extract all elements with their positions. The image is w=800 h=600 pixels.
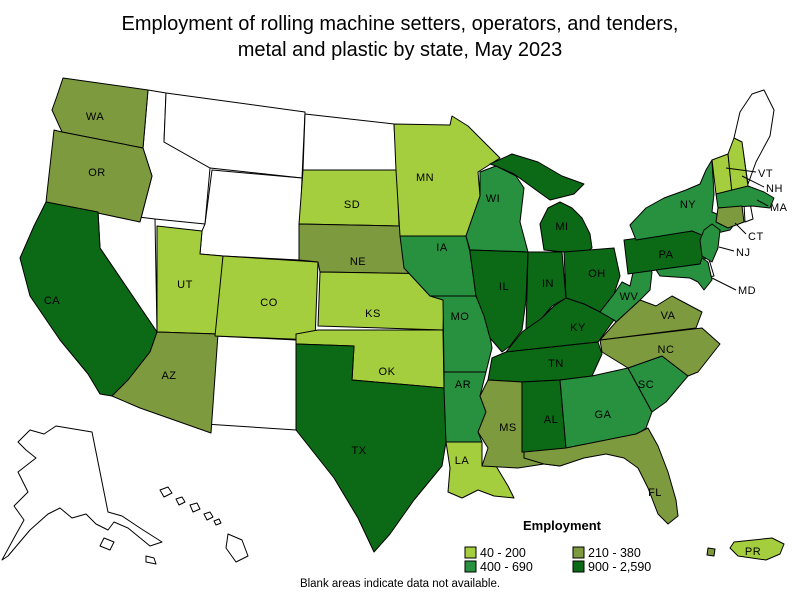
state-label-mi: MI bbox=[555, 221, 568, 233]
footnote: Blank areas indicate data not available. bbox=[300, 578, 500, 590]
legend-label-1: 40 - 200 bbox=[480, 546, 526, 560]
state-label-pr: PR bbox=[745, 546, 761, 558]
state-ky bbox=[505, 297, 615, 353]
state-nm bbox=[204, 335, 297, 431]
legend-swatch-2 bbox=[572, 546, 585, 559]
legend-item: 210 - 380 bbox=[572, 546, 641, 560]
state-ak bbox=[1, 425, 163, 565]
map-title-line2: metal and plastic by state, May 2023 bbox=[238, 39, 563, 61]
state-mn bbox=[393, 115, 501, 237]
state-ct bbox=[715, 205, 745, 229]
state-label-ky: KY bbox=[570, 322, 586, 334]
state-sd bbox=[298, 169, 400, 227]
state-label-ks: KS bbox=[365, 308, 381, 320]
state-label-va: VA bbox=[661, 310, 676, 322]
state-label-nj: NJ bbox=[736, 247, 750, 259]
state-label-ne: NE bbox=[350, 256, 366, 268]
state-label-ca: CA bbox=[44, 295, 60, 307]
state-label-ct: CT bbox=[748, 231, 764, 243]
state-label-fl: FL bbox=[648, 487, 662, 499]
legend-item: 900 - 2,590 bbox=[572, 560, 651, 574]
state-label-co: CO bbox=[260, 297, 278, 309]
state-wi bbox=[465, 165, 529, 253]
state-nd bbox=[302, 113, 398, 171]
state-md bbox=[655, 257, 713, 291]
state-label-sd: SD bbox=[344, 199, 360, 211]
state-label-ia: IA bbox=[436, 242, 448, 254]
state-va bbox=[599, 295, 703, 341]
state-label-or: OR bbox=[88, 167, 106, 179]
state-label-wv: WV bbox=[620, 291, 639, 303]
state-label-md: MD bbox=[738, 285, 756, 297]
state-nc bbox=[599, 327, 721, 377]
state-label-vt: VT bbox=[758, 168, 773, 180]
state-hi bbox=[159, 486, 249, 563]
state-la bbox=[445, 441, 515, 499]
state-label-nh: NH bbox=[766, 183, 783, 195]
state-label-ny: NY bbox=[680, 199, 696, 211]
state-fl bbox=[523, 427, 679, 525]
state-label-pa: PA bbox=[659, 249, 674, 261]
state-mt bbox=[163, 92, 306, 179]
legend: Employment 40 - 200 210 - 380 400 - 690 … bbox=[464, 518, 651, 574]
state-label-mo: MO bbox=[451, 311, 470, 323]
state-ca bbox=[19, 201, 158, 397]
us-map bbox=[1, 77, 785, 565]
state-label-il: IL bbox=[499, 281, 509, 293]
state-label-nc: NC bbox=[658, 344, 675, 356]
state-tx bbox=[295, 343, 449, 553]
state-vi bbox=[706, 547, 716, 557]
state-label-wi: WI bbox=[486, 193, 500, 205]
state-wy bbox=[199, 169, 303, 261]
map-title-line1: Employment of rolling machine setters, o… bbox=[122, 13, 679, 35]
legend-label-3: 400 - 690 bbox=[480, 560, 533, 574]
state-label-ut: UT bbox=[177, 279, 193, 291]
state-label-ok: OK bbox=[379, 366, 396, 378]
state-label-wa: WA bbox=[86, 111, 104, 123]
state-label-oh: OH bbox=[588, 268, 606, 280]
legend-item: 40 - 200 bbox=[464, 546, 526, 560]
state-label-az: AZ bbox=[161, 370, 176, 382]
leader-line-ct bbox=[734, 222, 747, 235]
leader-line-vt bbox=[725, 167, 757, 173]
state-label-ar: AR bbox=[455, 379, 471, 391]
leader-line-nj bbox=[718, 246, 735, 252]
leader-line-nh bbox=[741, 175, 765, 188]
legend-item: 400 - 690 bbox=[464, 560, 533, 574]
state-label-ga: GA bbox=[595, 409, 612, 421]
state-nj bbox=[699, 223, 721, 263]
state-label-ms: MS bbox=[499, 422, 517, 434]
legend-swatch-3 bbox=[464, 560, 477, 573]
legend-label-2: 210 - 380 bbox=[588, 546, 641, 560]
state-il bbox=[469, 249, 529, 353]
state-nh bbox=[727, 137, 749, 194]
state-label-in: IN bbox=[542, 278, 554, 290]
state-label-sc: SC bbox=[638, 379, 654, 391]
state-label-la: LA bbox=[455, 455, 470, 467]
state-label-tn: TN bbox=[548, 358, 564, 370]
legend-swatch-4 bbox=[572, 560, 585, 573]
legend-title: Employment bbox=[523, 518, 602, 533]
legend-label-4: 900 - 2,590 bbox=[588, 560, 651, 574]
state-ny bbox=[629, 159, 737, 241]
leader-line-md bbox=[711, 277, 737, 291]
state-labels: WA OR CA UT AZ CO SD NE KS OK TX MN IA MO AR LA WI IL MI IN… bbox=[44, 111, 788, 558]
state-label-al: AL bbox=[544, 414, 558, 426]
state-az bbox=[111, 331, 219, 434]
state-label-ma: MA bbox=[770, 202, 788, 214]
legend-swatch-1 bbox=[464, 546, 477, 559]
state-pr bbox=[729, 537, 785, 561]
leader-line-ma bbox=[756, 199, 769, 207]
state-label-tx: TX bbox=[351, 445, 366, 457]
state-label-mn: MN bbox=[416, 172, 434, 184]
